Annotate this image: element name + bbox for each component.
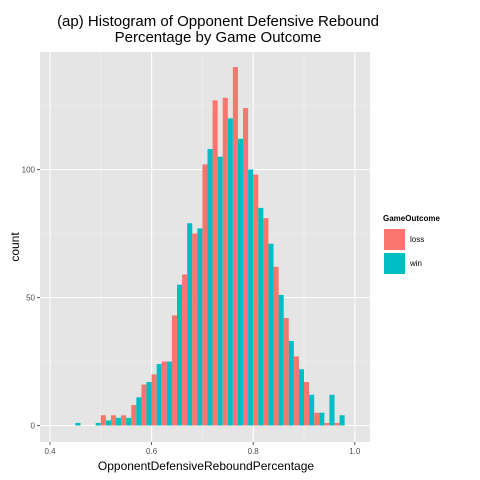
bar-loss-0.88 (293, 356, 299, 426)
bar-win-0.82 (268, 243, 274, 426)
bar-loss-0.50 (100, 415, 106, 426)
bar-loss-0.82 (263, 218, 269, 426)
bar-win-0.52 (116, 417, 122, 426)
y-tick-label: 100 (22, 166, 36, 175)
bar-loss-0.58 (141, 384, 147, 426)
bar-win-0.44 (75, 422, 81, 426)
legend-item-loss: loss (383, 228, 440, 251)
bar-win-0.58 (146, 381, 152, 426)
legend-item-win: win (383, 252, 440, 275)
legend-key-win (383, 252, 406, 275)
bar-win-0.66 (187, 223, 193, 426)
bar-loss-0.94 (324, 422, 330, 426)
legend-title: GameOutcome (383, 214, 440, 223)
chart-title-line-1: (ap) Histogram of Opponent Defensive Reb… (57, 13, 379, 30)
grid-lines (40, 52, 370, 442)
bar-win-0.80 (258, 207, 264, 426)
bar-loss-0.52 (110, 415, 117, 426)
bar-win-0.60 (156, 364, 162, 426)
legend-label-loss: loss (410, 235, 425, 244)
bar-loss-0.86 (283, 317, 289, 426)
bar-loss-0.92 (314, 412, 320, 426)
bar-loss-0.62 (161, 361, 167, 426)
bar-win-0.72 (217, 156, 223, 426)
bar-loss-0.66 (182, 274, 188, 426)
bar-loss-0.84 (273, 266, 279, 426)
legend: GameOutcome loss win (383, 214, 440, 276)
bar-win-0.94 (329, 394, 335, 426)
bar-loss-0.60 (151, 374, 157, 426)
chart-title-line-2: Percentage by Game Outcome (114, 29, 322, 46)
y-tick-label: 50 (26, 294, 35, 303)
bar-win-0.68 (197, 228, 203, 426)
chart-title: (ap) Histogram of Opponent Defensive Reb… (40, 14, 396, 46)
bar-loss-0.64 (171, 315, 177, 426)
bar-loss-0.72 (212, 100, 218, 426)
x-tick-label: 0.8 (248, 447, 260, 456)
bar-win-0.92 (319, 412, 325, 426)
y-axis-title: count (8, 232, 22, 262)
x-axis-title: OpponentDefensiveReboundPercentage (98, 459, 314, 473)
bar-loss-0.74 (222, 97, 228, 426)
bar-win-0.54 (126, 417, 132, 426)
bar-loss-0.70 (202, 164, 208, 426)
bar-win-0.62 (166, 361, 172, 426)
bar-win-0.74 (227, 118, 233, 426)
bars (75, 67, 345, 426)
bar-loss-0.56 (131, 405, 137, 426)
bar-win-0.48 (95, 422, 101, 426)
bar-win-0.50 (105, 420, 111, 426)
legend-key-loss (383, 228, 406, 251)
bar-loss-0.96 (334, 422, 340, 426)
bar-win-0.88 (298, 369, 304, 426)
bar-loss-0.76 (232, 67, 238, 426)
bar-win-0.78 (248, 169, 254, 426)
bar-loss-0.54 (121, 415, 127, 426)
bar-win-0.84 (278, 294, 284, 426)
bar-loss-0.68 (192, 233, 198, 426)
axes: 0.4 0.6 0.8 1.0 0 50 100 (22, 166, 361, 457)
bar-win-0.86 (288, 341, 294, 426)
bar-win-0.56 (136, 397, 142, 426)
legend-label-win: win (410, 259, 423, 268)
x-tick-label: 0.4 (44, 447, 56, 456)
bar-win-0.90 (309, 394, 315, 426)
x-tick-label: 1.0 (349, 447, 361, 456)
y-tick-label: 0 (31, 422, 36, 431)
bar-win-0.96 (339, 415, 345, 426)
bar-loss-0.80 (253, 174, 259, 426)
bar-loss-0.78 (243, 108, 249, 426)
bar-loss-0.90 (304, 381, 310, 426)
x-tick-label: 0.6 (146, 447, 158, 456)
bar-win-0.70 (207, 149, 213, 426)
bar-win-0.64 (177, 284, 183, 426)
bar-win-0.76 (237, 138, 244, 426)
